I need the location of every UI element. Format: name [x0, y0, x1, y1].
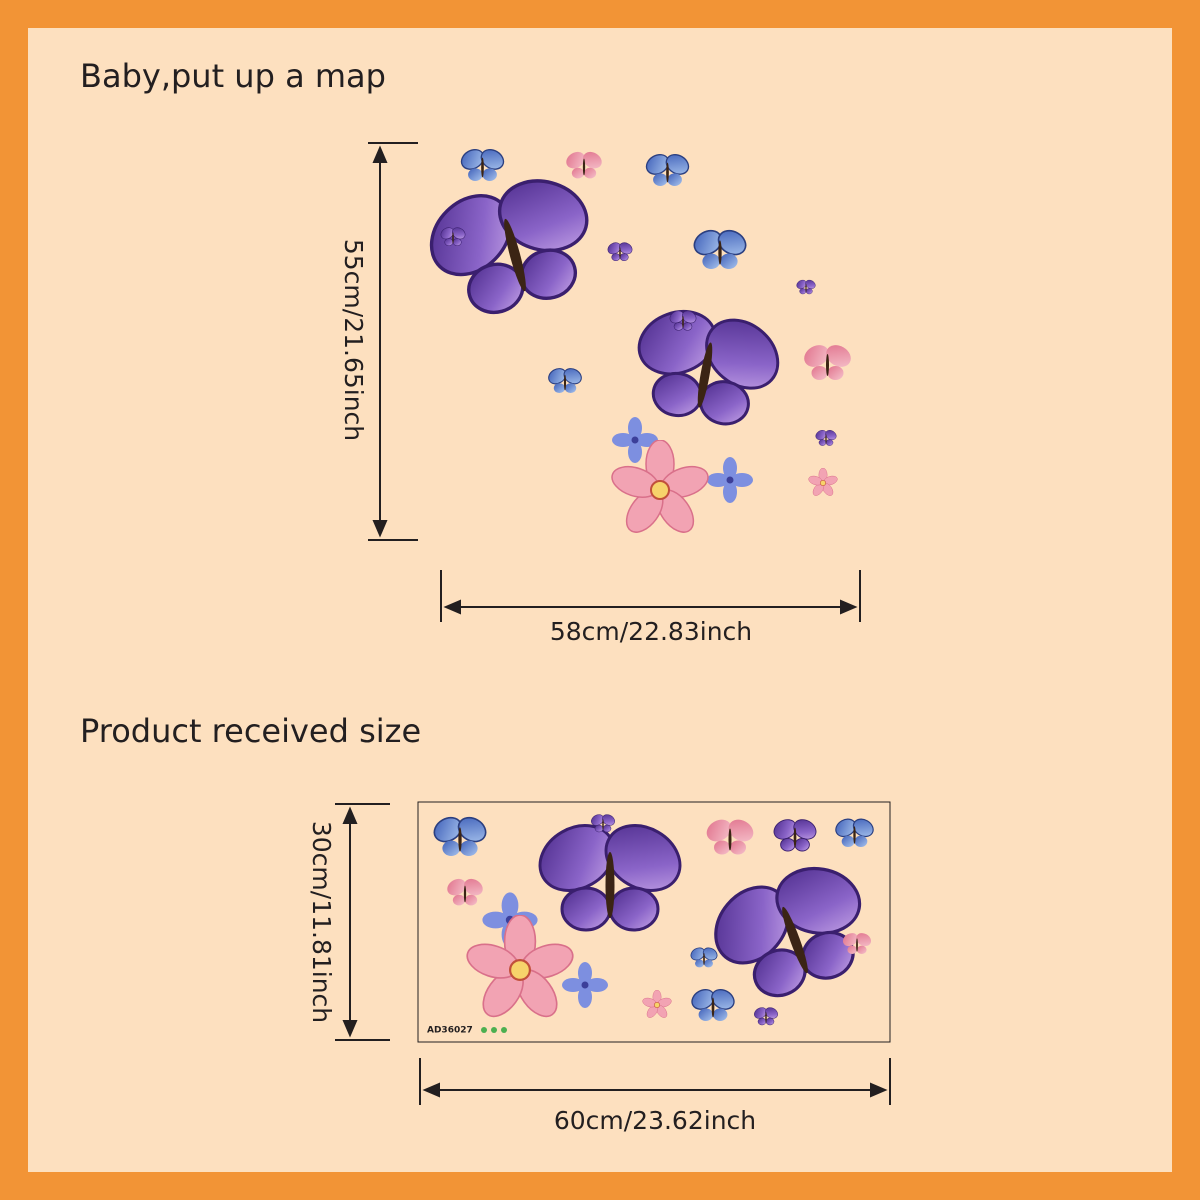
height-label: 55cm/21.65inch [339, 239, 368, 441]
height-dimension [368, 142, 418, 541]
width-label: 60cm/23.62inch [554, 1106, 756, 1135]
product-code: AD36027 [427, 1026, 473, 1036]
width-label: 58cm/22.83inch [550, 617, 752, 646]
heading: Baby,put up a map [80, 57, 386, 95]
height-label: 30cm/11.81inch [307, 821, 336, 1023]
icon [501, 1027, 507, 1033]
height-dimension [335, 803, 390, 1041]
sheet-artwork [430, 810, 896, 1033]
heading: Product received size [80, 712, 421, 750]
width-dimension [419, 1058, 891, 1105]
icon [481, 1027, 487, 1033]
width-dimension [440, 570, 861, 622]
icon [491, 1027, 497, 1033]
